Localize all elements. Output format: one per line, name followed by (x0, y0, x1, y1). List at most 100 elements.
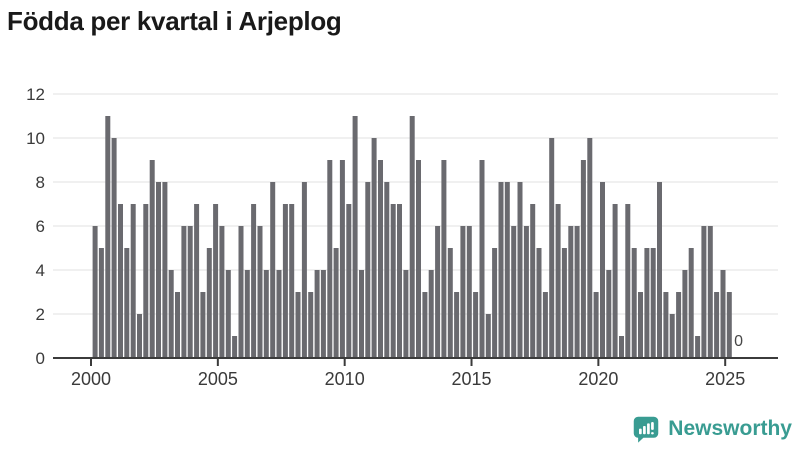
bar (352, 116, 358, 358)
bar (663, 292, 669, 358)
bar (561, 248, 567, 358)
bar (568, 226, 574, 358)
bar (365, 182, 371, 358)
bar (460, 226, 466, 358)
bar (536, 248, 542, 358)
bar (105, 116, 111, 358)
bar (542, 292, 548, 358)
bar (308, 292, 314, 358)
bar (441, 160, 447, 358)
bar (359, 270, 364, 358)
bar (333, 248, 339, 358)
bar (130, 204, 136, 358)
bar (625, 204, 631, 358)
bar (606, 270, 612, 358)
bar (225, 270, 231, 358)
bar (238, 226, 244, 358)
bar (263, 270, 269, 358)
bar (523, 226, 529, 358)
newsworthy-bar-chart-bubble-icon (634, 416, 659, 443)
bar (168, 270, 174, 358)
y-axis-tick-label: 4 (36, 261, 45, 280)
bar (251, 204, 257, 358)
bar (98, 248, 104, 358)
bar (695, 336, 701, 358)
bar (619, 336, 624, 358)
bar (295, 292, 301, 358)
latest-value-label: 0 (734, 333, 743, 350)
x-axis-tick-label: 2025 (705, 369, 745, 389)
y-axis-tick-label: 0 (36, 349, 45, 368)
bar (479, 160, 485, 358)
bar (416, 160, 421, 358)
bar (270, 182, 276, 358)
newsworthy-logo[interactable]: Newsworthy (632, 415, 792, 443)
bar (327, 160, 333, 358)
bar (219, 226, 225, 358)
bar (143, 204, 149, 358)
bar (688, 248, 694, 358)
bar (492, 248, 498, 358)
bar (657, 182, 662, 358)
bar (276, 270, 282, 358)
bar (587, 138, 593, 358)
bar (422, 292, 428, 358)
bar (124, 248, 130, 358)
chart-title: Födda per kvartal i Arjeplog (7, 6, 342, 36)
bar (504, 182, 510, 358)
bar (257, 226, 263, 358)
x-axis-tick-label: 2010 (325, 369, 365, 389)
bar (701, 226, 707, 358)
bar (714, 292, 720, 358)
bar (726, 292, 732, 358)
bar (162, 182, 168, 358)
bar (301, 182, 307, 358)
y-axis-tick-label: 6 (36, 217, 45, 236)
bar (682, 270, 688, 358)
bar (244, 270, 250, 358)
bar (320, 270, 326, 358)
x-axis-tick-label: 2000 (71, 369, 111, 389)
x-axis-tick-label: 2020 (578, 369, 618, 389)
bar (314, 270, 320, 358)
y-axis-tick-label: 12 (26, 85, 45, 104)
bar (232, 336, 238, 358)
bar (485, 314, 491, 358)
bar (289, 204, 295, 358)
bar (384, 182, 390, 358)
bar (206, 248, 212, 358)
bar (511, 226, 517, 358)
bar (530, 204, 536, 358)
y-axis-tick-label: 10 (26, 129, 45, 148)
bar (346, 204, 352, 358)
bar (149, 160, 155, 358)
bar (181, 226, 187, 358)
bar (555, 204, 561, 358)
bar (574, 226, 580, 358)
bar (111, 138, 117, 358)
bar (435, 226, 441, 358)
bar (194, 204, 200, 358)
bar (397, 204, 402, 358)
bar (447, 248, 453, 358)
bar (580, 160, 586, 358)
x-axis-tick-label: 2015 (451, 369, 491, 389)
bar (593, 292, 599, 358)
bar (498, 182, 504, 358)
bar (650, 248, 656, 358)
y-axis-tick-label: 2 (36, 305, 45, 324)
bar (676, 292, 682, 358)
y-axis-tick-label: 8 (36, 173, 45, 192)
bar (600, 182, 605, 358)
bar (612, 204, 618, 358)
bar (466, 226, 472, 358)
newsworthy-logo-text: Newsworthy (668, 417, 792, 440)
bar (371, 138, 377, 358)
bar (156, 182, 161, 358)
bar (707, 226, 713, 358)
bar (339, 160, 345, 358)
bar (200, 292, 206, 358)
bar (187, 226, 193, 358)
